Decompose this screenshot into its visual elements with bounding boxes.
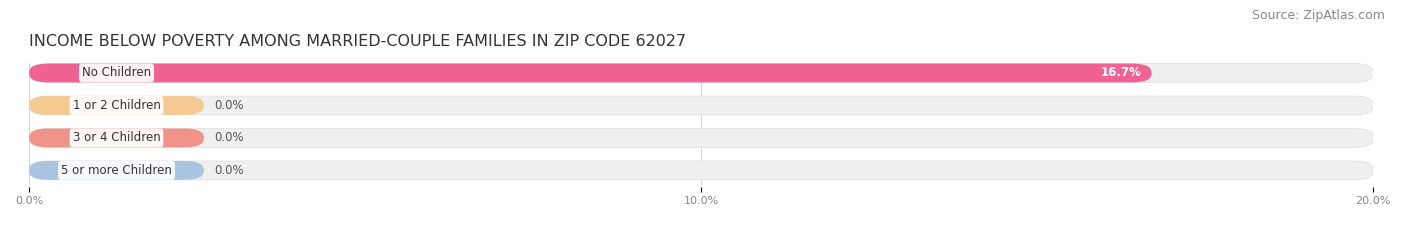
FancyBboxPatch shape bbox=[30, 129, 204, 147]
Text: 3 or 4 Children: 3 or 4 Children bbox=[73, 131, 160, 144]
Text: No Children: No Children bbox=[82, 66, 150, 79]
FancyBboxPatch shape bbox=[30, 161, 1374, 180]
Text: 16.7%: 16.7% bbox=[1101, 66, 1142, 79]
FancyBboxPatch shape bbox=[30, 96, 204, 115]
FancyBboxPatch shape bbox=[30, 64, 1374, 82]
FancyBboxPatch shape bbox=[30, 64, 1152, 82]
Text: 5 or more Children: 5 or more Children bbox=[60, 164, 172, 177]
Text: 0.0%: 0.0% bbox=[214, 131, 243, 144]
Text: 0.0%: 0.0% bbox=[214, 99, 243, 112]
FancyBboxPatch shape bbox=[30, 161, 204, 180]
Text: 0.0%: 0.0% bbox=[214, 164, 243, 177]
Text: Source: ZipAtlas.com: Source: ZipAtlas.com bbox=[1251, 9, 1385, 22]
FancyBboxPatch shape bbox=[30, 96, 1374, 115]
Text: INCOME BELOW POVERTY AMONG MARRIED-COUPLE FAMILIES IN ZIP CODE 62027: INCOME BELOW POVERTY AMONG MARRIED-COUPL… bbox=[30, 34, 686, 49]
Text: 1 or 2 Children: 1 or 2 Children bbox=[73, 99, 160, 112]
FancyBboxPatch shape bbox=[30, 129, 1374, 147]
